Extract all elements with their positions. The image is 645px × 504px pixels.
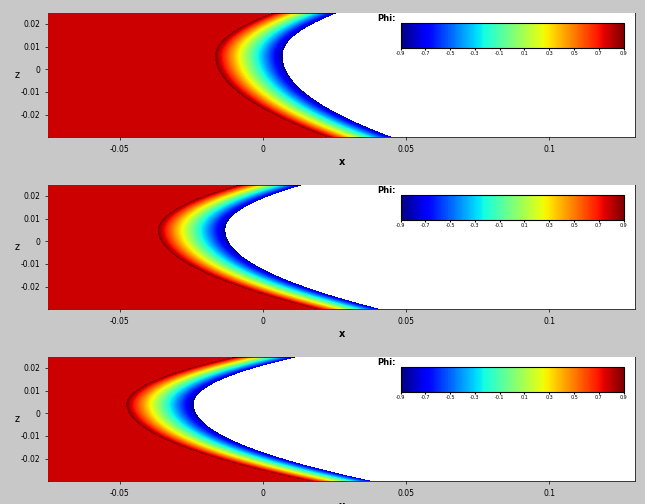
Text: t = 420s: t = 420s <box>573 464 618 474</box>
Text: t = 280s: t = 280s <box>573 292 618 302</box>
X-axis label: x: x <box>339 329 345 339</box>
Y-axis label: z: z <box>14 242 19 252</box>
Y-axis label: z: z <box>14 70 19 80</box>
X-axis label: x: x <box>339 501 345 504</box>
Text: t = 140s: t = 140s <box>573 120 618 130</box>
Y-axis label: z: z <box>14 414 19 424</box>
X-axis label: x: x <box>339 157 345 167</box>
